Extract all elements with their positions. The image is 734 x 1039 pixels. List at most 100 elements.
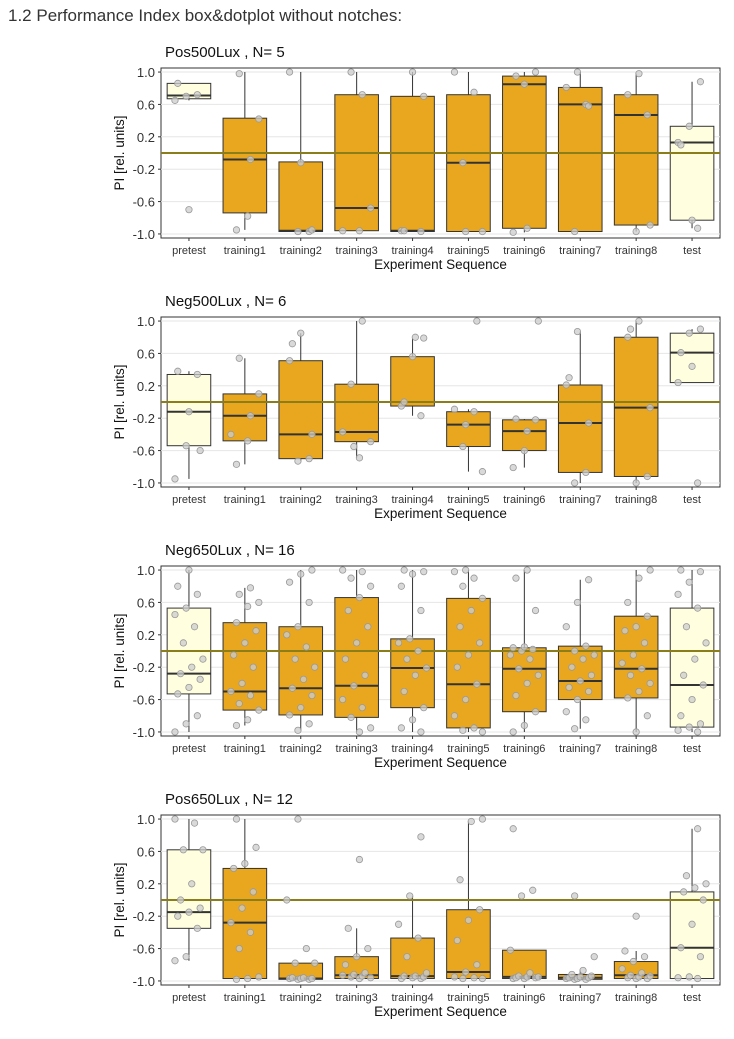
- data-point: [417, 833, 425, 841]
- chart-panel-4: Pos650Lux , N= 12 1.0 0.6 0.2 -0.2 -0.6 -1.0 p…: [110, 791, 730, 1039]
- y-tick-label: 0.6: [137, 97, 155, 112]
- data-point: [249, 663, 257, 671]
- data-point: [473, 961, 481, 969]
- data-point: [285, 711, 294, 719]
- x-tick-label: training7: [559, 245, 601, 257]
- data-point: [523, 427, 531, 435]
- data-point: [534, 671, 542, 679]
- data-point: [196, 904, 204, 912]
- data-point: [411, 671, 419, 679]
- data-point: [450, 712, 459, 720]
- data-point: [520, 80, 528, 88]
- data-point: [347, 68, 355, 76]
- x-tick-label: training6: [503, 992, 545, 1004]
- x-tick-label: training1: [224, 743, 266, 755]
- data-point: [285, 357, 294, 365]
- data-point: [341, 655, 350, 663]
- y-tick-label: 0.2: [137, 130, 155, 145]
- data-point: [358, 91, 366, 99]
- data-point: [456, 623, 464, 631]
- data-point: [244, 974, 252, 983]
- data-point: [171, 815, 179, 823]
- data-point: [297, 704, 305, 712]
- data-point: [400, 398, 408, 406]
- data-point: [341, 961, 350, 969]
- data-point: [230, 864, 238, 873]
- chart-title: Neg650Lux , N= 16: [165, 542, 295, 559]
- data-point: [526, 969, 534, 977]
- data-point: [190, 623, 199, 631]
- data-point: [171, 96, 179, 104]
- data-point: [339, 695, 347, 704]
- data-point: [339, 566, 347, 574]
- data-point: [308, 974, 316, 983]
- data-point: [576, 677, 584, 685]
- box: [557, 86, 603, 233]
- data-point: [585, 102, 593, 110]
- data-point: [573, 695, 582, 704]
- data-point: [339, 428, 347, 436]
- data-point: [646, 221, 654, 229]
- data-point: [311, 959, 319, 967]
- box: [669, 607, 715, 728]
- box: [390, 95, 435, 233]
- data-point: [635, 687, 643, 696]
- data-point: [367, 974, 375, 982]
- x-tick-label: training6: [503, 494, 545, 506]
- data-point: [640, 639, 649, 647]
- data-point: [565, 683, 573, 692]
- x-axis-title: Experiment Sequence: [374, 506, 507, 521]
- box: [166, 849, 212, 929]
- data-point: [193, 924, 201, 932]
- data-point: [515, 665, 523, 673]
- data-point: [422, 969, 431, 977]
- box: [222, 622, 268, 711]
- x-tick-label: training5: [447, 494, 489, 506]
- data-point: [694, 728, 702, 736]
- y-tick-label: 0.2: [137, 628, 155, 643]
- chart-title: Neg500Lux , N= 6: [165, 293, 287, 310]
- data-point: [417, 728, 425, 736]
- data-point: [531, 708, 540, 716]
- data-point: [478, 468, 487, 476]
- x-tick-label: training8: [615, 992, 657, 1004]
- section-heading: 1.2 Performance Index box&dotplot withou…: [8, 6, 403, 25]
- data-point: [699, 681, 707, 689]
- x-axis-title: Experiment Sequence: [374, 1004, 507, 1019]
- data-point: [182, 953, 190, 961]
- x-tick-label: training2: [280, 992, 322, 1004]
- data-point: [464, 651, 473, 659]
- data-point: [677, 141, 685, 149]
- data-point: [699, 896, 707, 904]
- data-point: [509, 463, 517, 472]
- data-point: [643, 712, 651, 720]
- data-point: [512, 691, 520, 700]
- data-point: [467, 817, 475, 826]
- y-tick-label: -1.0: [133, 227, 155, 242]
- data-point: [244, 602, 252, 611]
- data-point: [174, 367, 182, 375]
- data-point: [509, 728, 517, 736]
- data-point: [299, 675, 308, 683]
- y-tick-label: 0.6: [137, 844, 155, 859]
- y-tick-label: 1.0: [137, 314, 155, 329]
- data-point: [624, 598, 632, 607]
- data-point: [579, 966, 587, 975]
- data-point: [283, 631, 291, 639]
- data-point: [355, 454, 364, 462]
- x-tick-label: pretest: [172, 992, 206, 1004]
- data-point: [288, 340, 296, 348]
- data-point: [462, 968, 470, 976]
- data-point: [696, 720, 705, 728]
- x-tick-label: training7: [559, 992, 601, 1004]
- data-point: [632, 728, 640, 736]
- data-point: [246, 928, 255, 936]
- data-point: [246, 584, 255, 592]
- data-point: [638, 665, 646, 673]
- data-point: [459, 582, 467, 590]
- data-point: [355, 728, 364, 736]
- y-tick-label: -1.0: [133, 725, 155, 740]
- chart-panel-1: Pos500Lux , N= 5 1.0 0.6 0.2 -0.2 -0.6 -1.0 pr…: [110, 44, 730, 292]
- data-point: [361, 671, 369, 679]
- data-point: [394, 920, 403, 928]
